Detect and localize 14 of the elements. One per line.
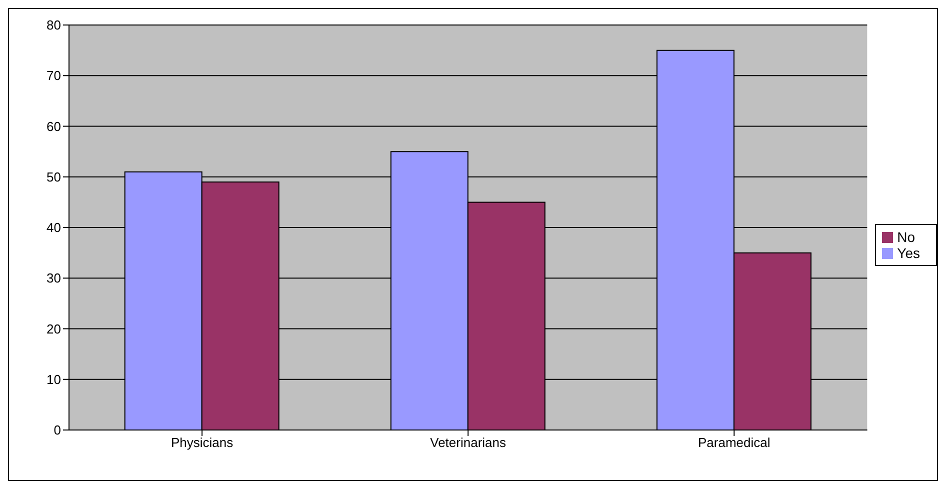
y-tick-label: 70	[46, 68, 61, 84]
x-tick-label: Paramedical	[698, 435, 770, 450]
legend-label: No	[897, 228, 916, 244]
y-tick-label: 30	[46, 270, 61, 286]
y-tick-label: 80	[46, 18, 61, 33]
legend-label: Yes	[897, 244, 920, 260]
y-tick-label: 20	[46, 321, 61, 336]
y-tick-label: 50	[46, 169, 61, 184]
x-tick-label: Physicians	[170, 435, 234, 450]
y-tick-label: 40	[46, 220, 61, 236]
x-tick-label: Veterinarians	[430, 435, 507, 450]
y-tick-label: 0	[54, 422, 61, 438]
y-tick-label: 10	[46, 372, 61, 387]
y-tick-label: 60	[46, 118, 61, 134]
